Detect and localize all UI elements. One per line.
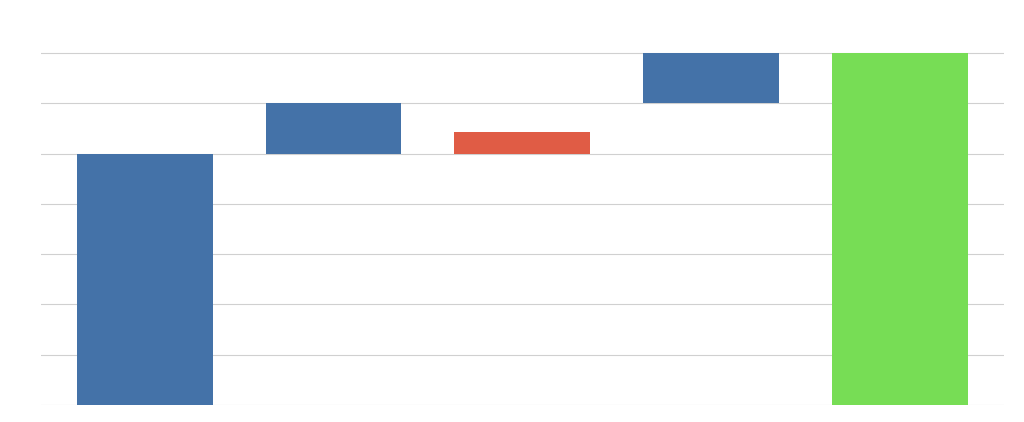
Bar <box>831 53 968 405</box>
Bar <box>455 133 590 154</box>
Bar <box>77 154 213 405</box>
Bar <box>643 53 779 103</box>
Bar <box>265 103 401 154</box>
